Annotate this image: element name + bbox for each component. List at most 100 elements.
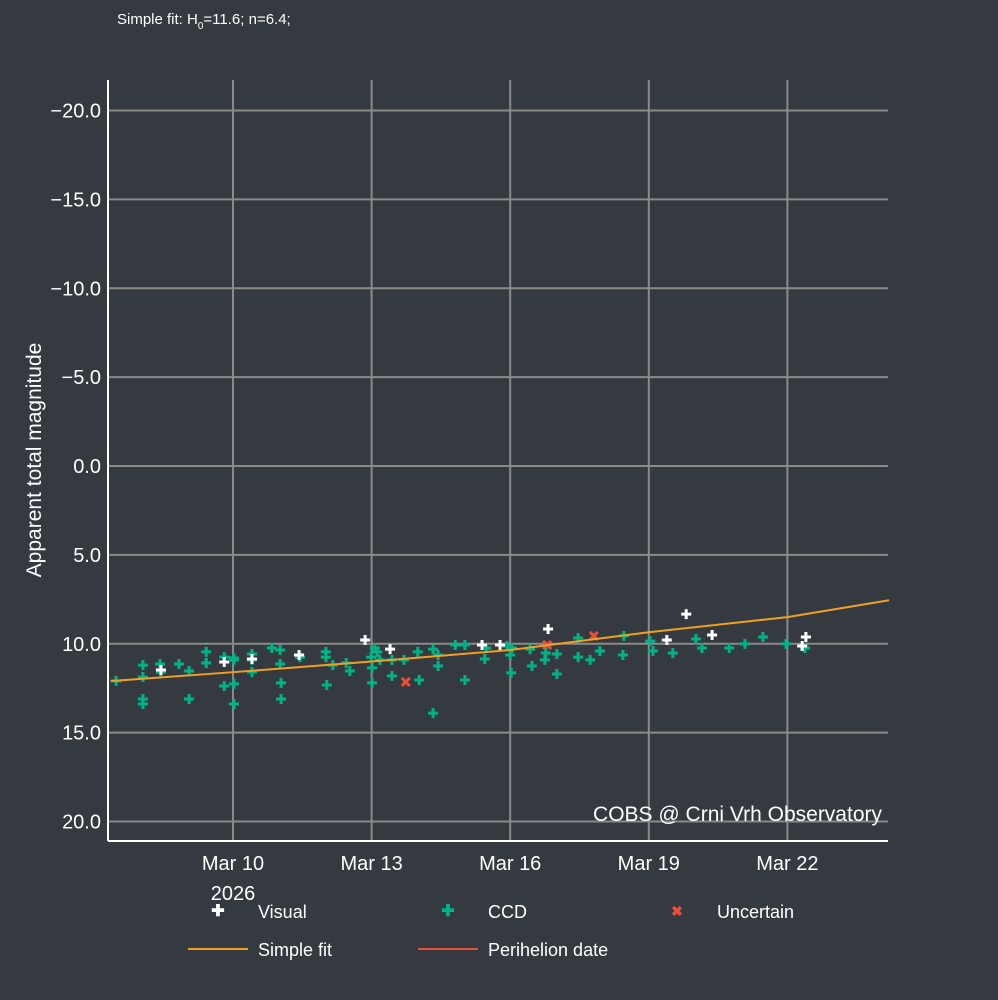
data-marks — [110, 599, 890, 719]
visual-point — [707, 630, 718, 641]
ccd-point — [506, 667, 517, 678]
visual-point — [543, 623, 554, 634]
ccd-point — [507, 643, 518, 654]
legend-item-simple-fit[interactable]: Simple fit — [188, 940, 332, 960]
ccd-point — [414, 675, 425, 686]
ccd-point — [433, 660, 444, 671]
ccd-point — [275, 659, 286, 670]
ccd-point — [479, 654, 490, 665]
ccd-point — [781, 638, 792, 649]
y-tick-label: 15.0 — [62, 723, 101, 745]
watermark: COBS @ Crni Vrh Observatory — [593, 803, 882, 826]
ccd-point — [372, 646, 383, 657]
ccd-point — [573, 652, 584, 663]
ccd-point — [696, 643, 707, 654]
ccd-point — [228, 699, 239, 710]
ccd-point — [246, 667, 257, 678]
ccd-point — [184, 694, 195, 705]
ccd-point — [366, 652, 377, 663]
ccd-point — [505, 649, 516, 660]
ccd-point — [276, 694, 287, 705]
ccd-point — [173, 659, 184, 670]
legend-item-ccd[interactable]: ✚ CCD — [441, 902, 527, 922]
visual-point — [477, 639, 488, 650]
ccd-point — [137, 671, 148, 682]
ccd-point — [201, 657, 212, 668]
ccd-point — [739, 638, 750, 649]
visual-point — [495, 639, 506, 650]
y-tick-label: −15.0 — [50, 189, 101, 211]
ccd-point — [428, 708, 439, 719]
ccd-point — [757, 631, 768, 642]
svg-text:Simple fit: Simple fit — [258, 940, 332, 960]
svg-text:Perihelion date: Perihelion date — [488, 940, 608, 960]
ccd-point — [459, 675, 470, 686]
ccd-point — [184, 665, 195, 676]
y-tick-label: 5.0 — [73, 545, 101, 567]
legend: ✚ Visual ✚ CCD ✖ Uncertain Simple fit Perih… — [188, 902, 794, 960]
ccd-point — [551, 668, 562, 679]
x-tick-label: Mar 16 — [479, 853, 541, 875]
ccd-point — [647, 646, 658, 657]
visual-point — [155, 665, 166, 676]
visual-point — [661, 635, 672, 646]
visual-point — [246, 654, 257, 665]
ccd-point — [690, 633, 701, 644]
ccd-point — [585, 654, 596, 665]
ccd-point — [201, 646, 212, 657]
ccd-point — [228, 678, 239, 689]
ccd-point — [219, 681, 230, 692]
svg-text:Visual: Visual — [258, 902, 307, 922]
x-tick-label: Mar 22 — [756, 853, 818, 875]
y-tick-label: −5.0 — [62, 367, 101, 389]
legend-item-uncertain[interactable]: ✖ Uncertain — [671, 902, 794, 922]
ccd-point — [386, 670, 397, 681]
grid — [108, 80, 888, 841]
ccd-point — [275, 644, 286, 655]
ccd-marker-icon: ✚ — [441, 903, 454, 920]
ccd-point — [525, 644, 536, 655]
x-tick-label: Mar 19 — [618, 853, 680, 875]
ccd-point — [645, 636, 656, 647]
ccd-point — [137, 699, 148, 710]
y-tick-label: 0.0 — [73, 456, 101, 478]
ccd-point — [266, 643, 277, 654]
legend-item-perihelion[interactable]: Perihelion date — [418, 940, 608, 960]
y-tick-label: −10.0 — [50, 278, 101, 300]
y-tick-label: 20.0 — [62, 812, 101, 834]
visual-point — [800, 631, 811, 642]
ccd-point — [276, 677, 287, 688]
ccd-point — [428, 644, 439, 655]
ccd-point — [724, 643, 735, 654]
simple-fit-line — [110, 599, 890, 683]
ccd-point — [344, 665, 355, 676]
y-tick-label: 10.0 — [62, 634, 101, 656]
axes: Mar 10 Mar 13 Mar 16 Mar 19 Mar 22 −20.0 −15.0… — [50, 80, 888, 875]
ccd-point — [367, 662, 378, 673]
svg-text:Uncertain: Uncertain — [717, 902, 794, 922]
year-label: 2026 — [211, 883, 256, 905]
visual-point — [797, 641, 808, 652]
visual-marker-icon: ✚ — [211, 903, 224, 920]
ccd-point — [367, 677, 378, 688]
ccd-point — [450, 639, 461, 650]
uncertain-marker-icon: ✖ — [671, 903, 683, 919]
ccd-point — [667, 647, 678, 658]
legend-item-visual[interactable]: ✚ Visual — [211, 902, 306, 922]
visual-point — [219, 657, 230, 668]
ccd-point — [551, 649, 562, 660]
ccd-point — [594, 646, 605, 657]
svg-text:CCD: CCD — [488, 902, 527, 922]
uncertain-point — [400, 676, 411, 688]
visual-point — [360, 635, 371, 646]
x-tick-label: Mar 10 — [202, 853, 264, 875]
y-axis-label: Apparent total magnitude — [23, 343, 46, 578]
ccd-point — [137, 660, 148, 671]
ccd-point — [459, 639, 470, 650]
ccd-point — [412, 646, 423, 657]
ccd-point — [617, 649, 628, 660]
visual-point — [681, 609, 692, 620]
ccd-point — [526, 660, 537, 671]
ccd-point — [321, 679, 332, 690]
